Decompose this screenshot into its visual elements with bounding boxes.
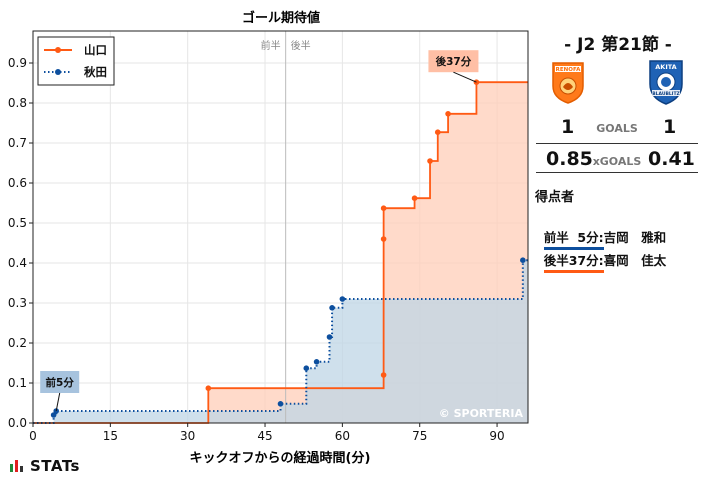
stats-logo: STATs: [10, 457, 80, 475]
y-tick-label: 0.3: [8, 296, 27, 310]
y-tick-label: 0.9: [8, 56, 27, 70]
legend-marker: [55, 69, 61, 75]
data-point: [520, 257, 526, 264]
y-tick-label: 0.0: [8, 416, 27, 430]
data-point: [427, 158, 433, 164]
annotation-box: [428, 50, 479, 73]
series-area-1: [33, 260, 528, 423]
legend-label: 秋田: [84, 65, 107, 79]
plot-frame: [32, 30, 529, 424]
away-logo-text: AKITA: [655, 63, 676, 71]
data-point: [50, 412, 57, 418]
x-tick-label: 0: [29, 429, 37, 443]
scorer-time: 前半 5分:: [543, 227, 604, 250]
y-tick-label: 0.7: [8, 136, 27, 150]
x-tick-label: 15: [103, 429, 118, 443]
data-point: [303, 365, 310, 372]
x-tick-label: 75: [412, 429, 427, 443]
away-goals: 1: [663, 116, 677, 138]
scorers-title: 得点者: [535, 190, 575, 205]
annotation-leader: [55, 392, 61, 412]
data-point: [434, 129, 441, 135]
xg-row: 0.85 xGOALS 0.41: [536, 148, 698, 172]
data-point: [411, 195, 418, 201]
divider: [536, 172, 698, 173]
annotation-leader: [453, 71, 477, 83]
brand-name: STATs: [30, 457, 80, 475]
data-point: [380, 372, 387, 378]
y-tick-label: 0.5: [8, 216, 27, 230]
scorer-name: 吉岡 雅和: [603, 230, 667, 245]
goals-row: 1 GOALS 1: [536, 116, 698, 140]
y-tick-label: 0.6: [8, 176, 27, 190]
scorer-name: 喜岡 佳太: [603, 253, 667, 268]
chart-title: ゴール期待値: [242, 10, 320, 26]
scorer-time: 後半37分:: [543, 250, 604, 273]
halftime-label-first: 前半: [261, 39, 281, 52]
data-point: [277, 401, 284, 407]
legend-label: 山口: [84, 43, 107, 57]
xg-label: xGOALS: [592, 155, 642, 168]
data-point: [380, 236, 387, 242]
y-tick-label: 0.8: [8, 96, 27, 110]
x-tick-label: 90: [489, 429, 504, 443]
y-tick-label: 0.1: [8, 376, 27, 390]
halftime-label-second: 後半: [291, 39, 311, 52]
y-tick-label: 0.2: [8, 336, 27, 350]
x-axis-label: キックオフからの経過時間(分): [190, 450, 371, 466]
data-point: [445, 111, 451, 117]
annotation-box: [40, 371, 80, 393]
goals-label: GOALS: [596, 122, 638, 135]
legend-marker: [55, 47, 61, 53]
data-point: [380, 205, 387, 211]
data-point: [326, 334, 333, 340]
away-logo-subtext: BLAUBLITZ: [652, 91, 680, 97]
annotation-label: 前5分: [46, 376, 75, 389]
x-tick-label: 60: [335, 429, 350, 443]
home-logo-text: RENOFA: [556, 67, 581, 73]
data-point: [313, 359, 320, 365]
home-team-logo: RENOFA: [550, 60, 586, 104]
data-point: [329, 305, 335, 311]
watermark: © SPORTERIA: [439, 407, 524, 420]
x-tick-label: 45: [257, 429, 272, 443]
scorer-item: 前半 5分:吉岡 雅和: [535, 212, 666, 250]
home-xg: 0.85: [546, 148, 593, 170]
annotation-label: 後37分: [435, 55, 472, 68]
y-tick-label: 0.4: [8, 256, 27, 270]
match-title: - J2 第21節 -: [564, 35, 672, 55]
bars-icon: [10, 458, 26, 472]
data-point: [339, 296, 346, 302]
away-xg: 0.41: [648, 148, 695, 170]
scorer-item: 後半37分:喜岡 佳太: [535, 235, 666, 273]
away-team-logo: AKITA BLAUBLITZ: [646, 58, 683, 105]
legend-box: [37, 36, 115, 86]
data-point: [205, 385, 212, 392]
divider: [536, 143, 698, 144]
x-tick-label: 30: [180, 429, 195, 443]
series-line-0: [33, 81, 528, 424]
home-goals: 1: [561, 116, 575, 138]
